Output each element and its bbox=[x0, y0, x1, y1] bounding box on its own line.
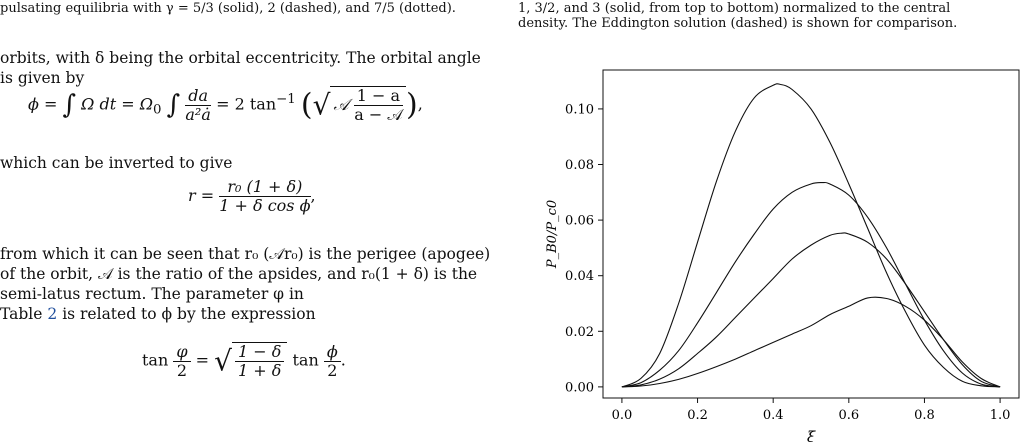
x-tick-label: 0.4 bbox=[763, 408, 784, 423]
x-tick-label: 1.0 bbox=[990, 408, 1011, 423]
eq1-frac: da a²ȧ bbox=[185, 85, 212, 124]
plot-frame bbox=[602, 69, 1020, 399]
y-tick-label: 0.10 bbox=[565, 102, 594, 117]
series-line-1 bbox=[621, 83, 1001, 388]
chart-series bbox=[621, 83, 1001, 388]
x-tick-label: 0.8 bbox=[914, 408, 935, 423]
y-tick-label: 0.08 bbox=[565, 158, 594, 173]
equation-orbital-angle: ϕ = ∫ Ω dt = Ω0 ∫ da a²ȧ = 2 tan−1 (√ 𝒜 1 … bbox=[28, 85, 423, 124]
y-tick-label: 0.04 bbox=[565, 269, 594, 284]
eq1-lhs: ϕ = bbox=[28, 94, 58, 114]
x-tick-label: 0.0 bbox=[612, 408, 633, 423]
x-tick-label: 0.2 bbox=[687, 408, 708, 423]
eq1-part2: = 2 tan bbox=[216, 94, 277, 114]
y-axis-label: P_B0/P_c0 bbox=[545, 200, 560, 269]
figure-caption-line1: 1, 3/2, and 3 (solid, from top to bottom… bbox=[518, 1, 951, 16]
y-tick-label: 0.02 bbox=[565, 325, 594, 340]
series-line-3 bbox=[621, 232, 1001, 388]
series-line-2 bbox=[621, 181, 1001, 388]
y-tick-label: 0.06 bbox=[565, 214, 594, 229]
equation-radius: r = r₀ (1 + δ) 1 + δ cos ϕ, bbox=[188, 177, 316, 215]
eq1-sub: 0 bbox=[153, 102, 162, 118]
y-tick-label: 0.00 bbox=[565, 380, 594, 395]
x-axis-label: ξ bbox=[807, 428, 816, 442]
paragraph-perigee: from which it can be seen that r₀ (𝒜r₀) … bbox=[0, 245, 491, 303]
eq1-part1: Ω dt = Ω bbox=[81, 94, 154, 114]
figure-caption-line2: density. The Eddington solution (dashed)… bbox=[518, 16, 958, 31]
figure-caption-top: pulsating equilibria with γ = 5/3 (solid… bbox=[0, 1, 456, 16]
paragraph-orbital-angle: orbits, with δ being the orbital eccentr… bbox=[0, 49, 481, 87]
eq2-lhs: r = bbox=[188, 186, 215, 205]
paragraph-inverted: which can be inverted to give bbox=[0, 154, 233, 172]
chart-axes: 0.0 0.2 0.4 0.6 0.8 1.0 0.00 0.02 0.04 0.06 0.08 0.… bbox=[545, 69, 1020, 442]
paragraph-table-ref: Table 2 is related to ϕ by the expressio… bbox=[0, 305, 316, 323]
series-line-4 bbox=[621, 296, 1001, 388]
x-tick-label: 0.6 bbox=[838, 408, 859, 423]
pressure-profile-chart: 0.0 0.2 0.4 0.6 0.8 1.0 0.00 0.02 0.04 0.06 0.08 0.… bbox=[545, 69, 1020, 442]
eq2-num: r₀ (1 + δ) bbox=[227, 177, 303, 196]
eq2-den: 1 + δ cos ϕ bbox=[219, 196, 311, 215]
eq1-sup: −1 bbox=[276, 92, 296, 108]
table-2-link[interactable]: 2 bbox=[47, 305, 58, 323]
